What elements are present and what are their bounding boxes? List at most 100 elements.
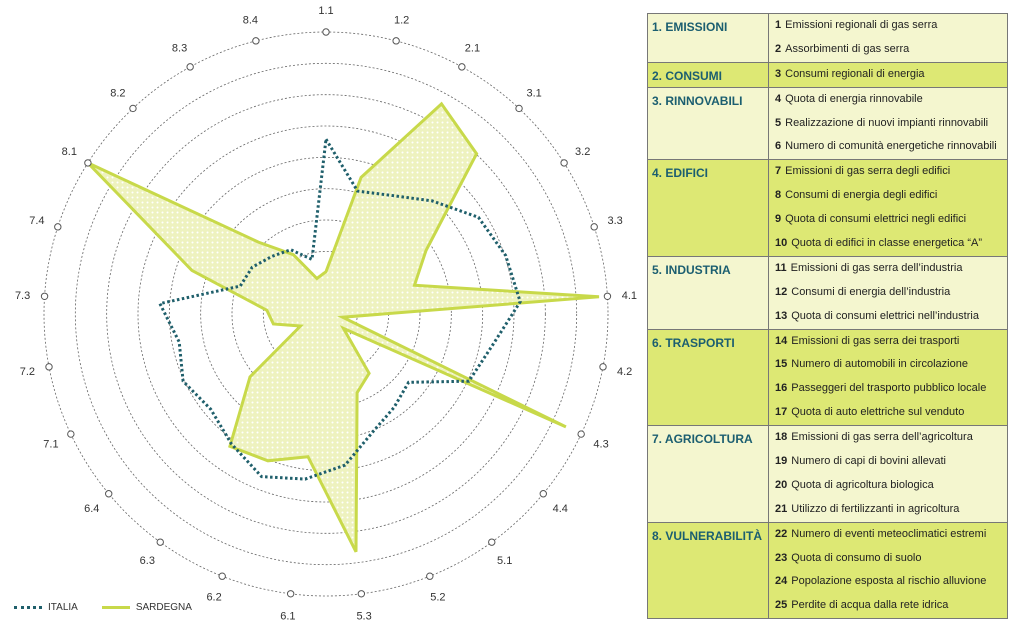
indicator-list: 3 Consumi regionali di energia	[768, 61, 1008, 88]
indicator-list: 4 Quota di energia rinnovabile 5 Realizzazi…	[768, 86, 1008, 161]
indicator-item: 15 Numero di automobili in circolazione	[769, 353, 1007, 377]
indicator-table: 1. EMISSIONI 1 Emissioni regionali di gas …	[647, 13, 1008, 620]
axis-label: 1.2	[394, 15, 409, 27]
indicator-item: 1 Emissioni regionali di gas serra	[769, 14, 1007, 38]
indicator-number: 12	[775, 285, 788, 298]
indicator-number: 1	[775, 19, 782, 31]
indicator-number: 24	[775, 575, 788, 588]
chart-legend: ITALIA SARDEGNA	[14, 602, 192, 613]
axis-label: 3.1	[526, 87, 541, 99]
indicator-text: Numero di capi di bovini allevati	[791, 455, 946, 468]
indicator-text: Emissioni regionali di gas serra	[785, 19, 938, 31]
axis-marker	[515, 104, 523, 113]
category-label: 8. VULNERABILITÀ	[647, 521, 769, 620]
radar-ring	[137, 125, 515, 503]
axis-marker	[590, 223, 598, 231]
indicator-text: Emissioni di gas serra degli edifici	[785, 165, 951, 178]
indicator-text: Quota di agricoltura biologica	[791, 478, 934, 491]
axis-label: 8.2	[110, 87, 125, 99]
indicator-text: Realizzazione di nuovi impianti rinnovab…	[785, 116, 989, 129]
indicator-item: 13 Quota di consumi elettrici nell’indust…	[769, 305, 1007, 329]
indicator-number: 15	[775, 358, 788, 371]
sardegna-area	[86, 101, 600, 553]
indicator-item: 12 Consumi di energia dell’industria	[769, 281, 1007, 305]
indicator-text: Emissioni di gas serra dell’industria	[790, 261, 963, 274]
sardegna-legend-swatch	[101, 606, 130, 609]
axis-label: 4.3	[593, 438, 608, 450]
table-row: 5. INDUSTRIA 11 Emissioni di gas serra del…	[647, 255, 1008, 330]
indicator-text: Quota di auto elettriche sul venduto	[791, 406, 965, 419]
axis-marker	[84, 159, 92, 167]
axis-marker	[357, 590, 366, 598]
radar-ring	[74, 62, 578, 566]
axis-marker	[156, 538, 164, 546]
indicator-item: 19 Numero di capi di bovini allevati	[769, 450, 1007, 474]
axis-marker	[488, 538, 496, 546]
indicator-number: 23	[775, 551, 788, 564]
table-row: 2. CONSUMI 3 Consumi regionali di energia	[647, 61, 1008, 88]
indicator-item: 25 Perdite di acqua dalla rete idrica	[769, 594, 1007, 618]
axis-marker	[45, 363, 53, 371]
indicator-item: 23 Quota di consumo di suolo	[769, 547, 1007, 571]
axis-label: 3.2	[575, 146, 590, 158]
axis-label: 6.4	[84, 503, 99, 515]
category-label: 6. TRASPORTI	[647, 328, 769, 427]
italia-line	[157, 134, 522, 481]
indicator-number: 19	[775, 455, 788, 468]
indicator-number: 6	[775, 140, 782, 153]
indicator-number: 21	[775, 502, 788, 515]
italia-legend-swatch	[14, 606, 42, 609]
axis-label: 4.2	[617, 366, 632, 378]
indicator-item: 7 Emissioni di gas serra degli edifici	[769, 160, 1007, 184]
table-row: 1. EMISSIONI 1 Emissioni regionali di gas …	[647, 13, 1008, 63]
axis-marker	[105, 490, 113, 498]
axis-marker	[539, 490, 547, 498]
indicator-item: 9 Quota di consumi elettrici negli edific…	[769, 208, 1007, 232]
sardegna-legend-label: SARDEGNA	[135, 602, 192, 613]
indicator-number: 9	[775, 213, 782, 226]
indicator-number: 10	[775, 237, 788, 250]
axis-marker	[560, 159, 568, 167]
indicator-item: 6 Numero di comunità energetiche rinnovab…	[769, 135, 1007, 159]
indicator-text: Consumi di energia degli edifici	[785, 189, 938, 202]
indicator-item: 3 Consumi regionali di energia	[769, 63, 1007, 87]
indicator-text: Quota di consumi elettrici nell’industri…	[791, 309, 979, 322]
indicator-text: Quota di edifici in classe energetica “A…	[791, 237, 983, 250]
indicator-text: Popolazione esposta al rischio alluvione	[791, 575, 987, 588]
category-label: 7. AGRICOLTURA	[647, 425, 769, 523]
axis-marker	[426, 572, 434, 580]
radar-ring	[106, 94, 546, 534]
indicator-text: Numero di eventi meteoclimatici estremi	[791, 527, 987, 540]
indicator-list: 7 Emissioni di gas serra degli edifici 8 Co…	[768, 159, 1008, 257]
axis-label: 6.2	[206, 592, 221, 604]
axis-label: 8.3	[172, 43, 187, 55]
axis-label: 8.1	[62, 146, 77, 158]
category-label: 4. EDIFICI	[647, 159, 769, 257]
axis-label: 2.1	[465, 43, 480, 55]
indicator-item: 24 Popolazione esposta al rischio alluvio…	[769, 570, 1007, 594]
indicator-text: Utilizzo di fertilizzanti in agricoltura	[791, 502, 960, 515]
radar-chart: 1.1 1.2 2.1 3.1 3.2 3.3 4.1 4.2 4.3 4.4 5.1 5.2 5.3 6…	[15, 5, 637, 623]
axis-marker	[186, 63, 194, 71]
axis-marker	[392, 37, 400, 45]
category-label: 5. INDUSTRIA	[647, 255, 769, 330]
indicator-list: 11 Emissioni di gas serra dell’industria 1…	[768, 255, 1008, 330]
axis-marker	[252, 37, 260, 45]
axis-marker	[577, 430, 585, 438]
axis-marker	[67, 430, 75, 438]
italia-series	[157, 134, 522, 481]
indicator-text: Emissioni di gas serra dei trasporti	[791, 334, 960, 347]
axis-marker	[40, 292, 49, 300]
axis-marker	[603, 292, 612, 300]
indicator-item: 16 Passeggeri del trasporto pubblico loca…	[769, 377, 1007, 401]
indicator-text: Perdite di acqua dalla rete idrica	[791, 599, 949, 612]
indicator-item: 17 Quota di auto elettriche sul venduto	[769, 401, 1007, 425]
indicator-item: 21 Utilizzo di fertilizzanti in agricoltu…	[769, 498, 1007, 522]
axis-label: 7.3	[15, 290, 30, 302]
axis-label: 8.4	[243, 15, 258, 27]
indicator-text: Quota di consumi elettrici negli edifici	[785, 213, 967, 226]
indicator-list: 18 Emissioni di gas serra dell’agricoltur…	[768, 425, 1008, 523]
indicator-number: 18	[775, 431, 788, 444]
axis-marker	[129, 104, 137, 113]
indicator-item: 10 Quota di edifici in classe energetica …	[769, 232, 1007, 256]
